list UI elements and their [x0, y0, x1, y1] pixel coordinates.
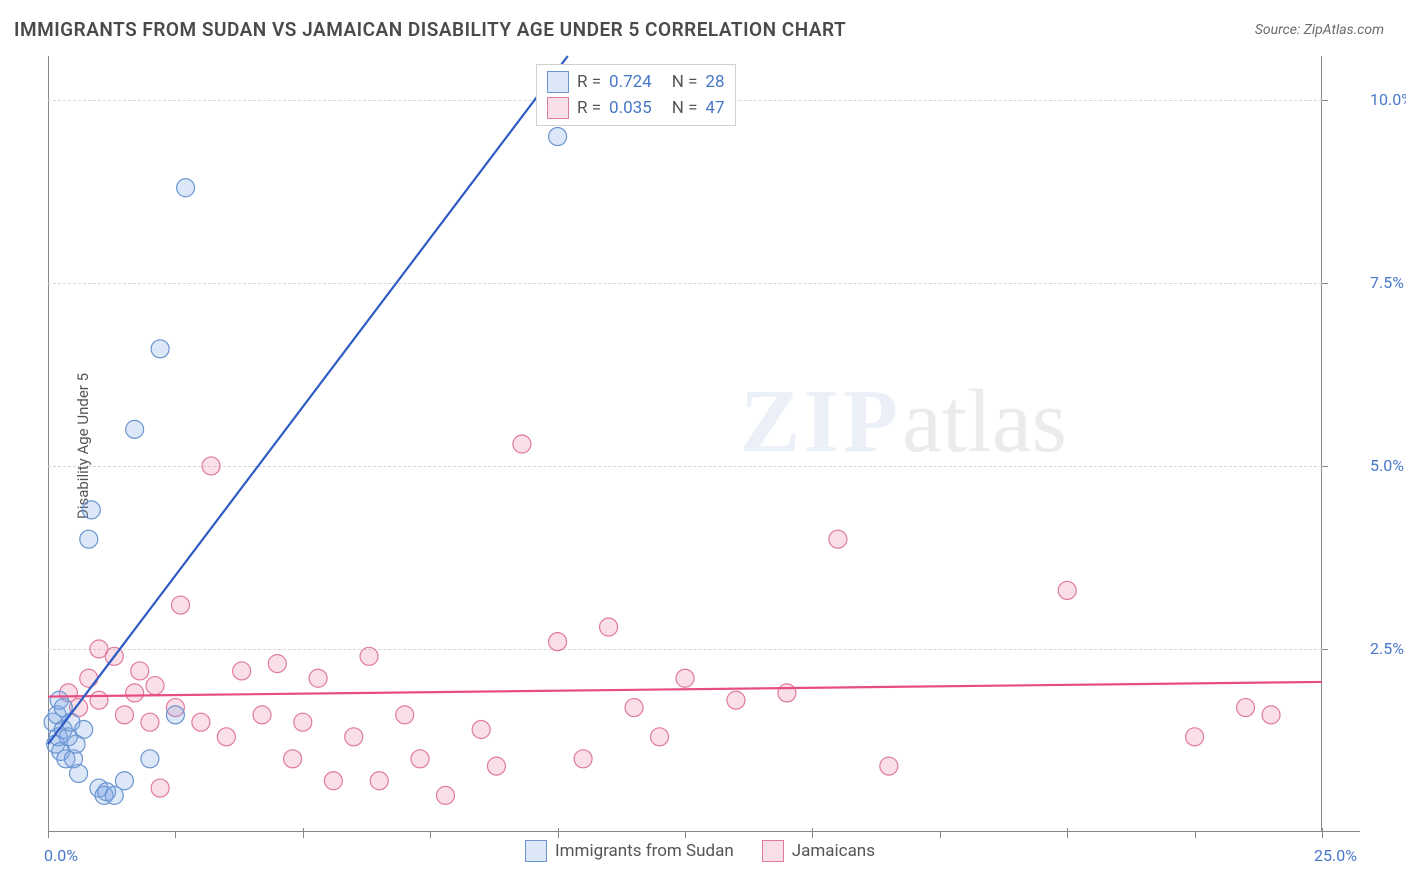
- x-label-min: 0.0%: [44, 846, 78, 865]
- n-value-sudan: 28: [705, 72, 724, 92]
- scatter-point: [151, 779, 169, 797]
- scatter-point: [141, 750, 159, 768]
- scatter-point: [778, 684, 796, 702]
- plot-area: 2.5%5.0%7.5%10.0% ZIPatlas: [48, 56, 1360, 832]
- scatter-point: [574, 750, 592, 768]
- scatter-point: [171, 596, 189, 614]
- scatter-point: [625, 699, 643, 717]
- scatter-point: [727, 691, 745, 709]
- scatter-point: [411, 750, 429, 768]
- scatter-point: [1262, 706, 1280, 724]
- regression-line: [48, 56, 568, 744]
- series-legend: Immigrants from Sudan Jamaicans: [525, 840, 875, 862]
- scatter-point: [192, 713, 210, 731]
- series-label-sudan: Immigrants from Sudan: [555, 841, 734, 861]
- scatter-point: [436, 786, 454, 804]
- swatch-jamaicans: [547, 97, 569, 119]
- scatter-point: [146, 677, 164, 695]
- y-tick-label: 2.5%: [1370, 639, 1404, 658]
- scatter-svg: [48, 56, 1360, 832]
- scatter-point: [217, 728, 235, 746]
- scatter-point: [513, 435, 531, 453]
- swatch-jamaicans: [762, 840, 784, 862]
- scatter-point: [90, 691, 108, 709]
- scatter-point: [115, 772, 133, 790]
- scatter-point: [487, 757, 505, 775]
- scatter-point: [472, 721, 490, 739]
- scatter-point: [294, 713, 312, 731]
- scatter-point: [370, 772, 388, 790]
- y-tick-label: 5.0%: [1370, 456, 1404, 475]
- scatter-point: [651, 728, 669, 746]
- scatter-point: [202, 457, 220, 475]
- y-tick-label: 10.0%: [1370, 90, 1406, 109]
- r-label: R =: [577, 98, 601, 118]
- scatter-point: [284, 750, 302, 768]
- scatter-point: [360, 647, 378, 665]
- scatter-point: [549, 633, 567, 651]
- scatter-point: [126, 420, 144, 438]
- scatter-point: [177, 179, 195, 197]
- scatter-point: [600, 618, 618, 636]
- scatter-point: [166, 706, 184, 724]
- r-value-sudan: 0.724: [609, 72, 652, 92]
- scatter-point: [70, 764, 88, 782]
- scatter-point: [115, 706, 133, 724]
- y-tick-label: 7.5%: [1370, 273, 1404, 292]
- x-label-max: 25.0%: [1314, 846, 1357, 865]
- scatter-point: [1058, 581, 1076, 599]
- legend-item-jamaicans: Jamaicans: [762, 840, 875, 862]
- scatter-point: [80, 669, 98, 687]
- scatter-point: [75, 721, 93, 739]
- scatter-point: [324, 772, 342, 790]
- series-label-jamaicans: Jamaicans: [792, 841, 875, 861]
- legend-row-sudan: R = 0.724 N = 28: [547, 69, 725, 95]
- scatter-point: [1237, 699, 1255, 717]
- scatter-point: [80, 530, 98, 548]
- source-attribution: Source: ZipAtlas.com: [1255, 22, 1384, 38]
- swatch-sudan: [547, 71, 569, 93]
- n-label: N =: [672, 72, 698, 92]
- correlation-legend: R = 0.724 N = 28 R = 0.035 N = 47: [536, 64, 736, 126]
- r-label: R =: [577, 72, 601, 92]
- chart-container: IMMIGRANTS FROM SUDAN VS JAMAICAN DISABI…: [0, 0, 1406, 892]
- scatter-point: [396, 706, 414, 724]
- legend-item-sudan: Immigrants from Sudan: [525, 840, 734, 862]
- scatter-point: [549, 128, 567, 146]
- scatter-point: [880, 757, 898, 775]
- scatter-point: [82, 501, 100, 519]
- legend-row-jamaicans: R = 0.035 N = 47: [547, 95, 725, 121]
- scatter-point: [1186, 728, 1204, 746]
- scatter-point: [126, 684, 144, 702]
- scatter-point: [141, 713, 159, 731]
- scatter-point: [233, 662, 251, 680]
- r-value-jamaicans: 0.035: [609, 98, 652, 118]
- scatter-point: [151, 340, 169, 358]
- scatter-point: [253, 706, 271, 724]
- scatter-point: [131, 662, 149, 680]
- scatter-point: [676, 669, 694, 687]
- n-label: N =: [672, 98, 698, 118]
- chart-title: IMMIGRANTS FROM SUDAN VS JAMAICAN DISABI…: [14, 18, 846, 41]
- n-value-jamaicans: 47: [705, 98, 724, 118]
- scatter-point: [309, 669, 327, 687]
- scatter-point: [345, 728, 363, 746]
- scatter-point: [268, 655, 286, 673]
- swatch-sudan: [525, 840, 547, 862]
- scatter-point: [829, 530, 847, 548]
